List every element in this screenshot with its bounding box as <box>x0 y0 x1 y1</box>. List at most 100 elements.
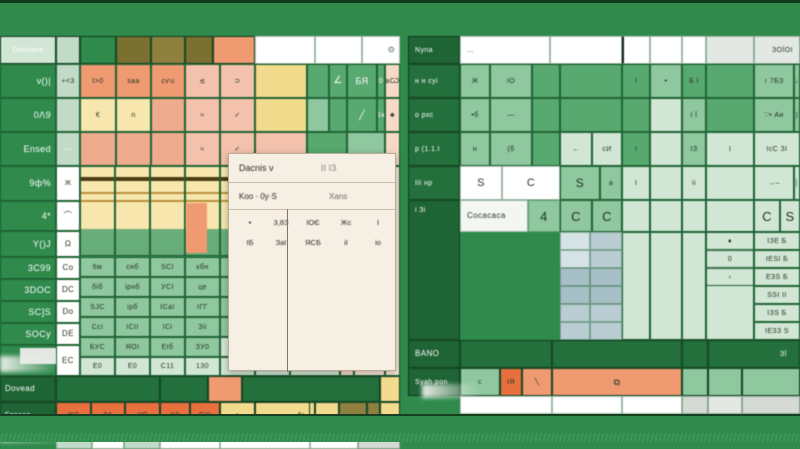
right-far-right-row-2[interactable]: ЕЗS Б <box>754 268 800 286</box>
right-header-cell-2[interactable] <box>550 36 622 64</box>
left-header-cell-4[interactable] <box>185 36 213 64</box>
right-blue-r4c1[interactable] <box>590 304 622 322</box>
right-row-header-3[interactable]: р (1.1.І <box>408 132 460 166</box>
right-r4c9[interactable]: →– <box>754 166 794 200</box>
right-r4c6[interactable] <box>650 166 682 200</box>
left-data-r3c0[interactable]: Cсі <box>80 317 115 337</box>
right-row-header-4[interactable]: ІіІ нр <box>408 166 460 200</box>
right-r4c8[interactable] <box>706 166 754 200</box>
overlay-left-r0c2[interactable]: ІОЄ <box>306 217 320 227</box>
overlay-left-r1c4[interactable]: іо <box>375 237 381 247</box>
left-data-r0c2[interactable]: SCІ <box>150 257 185 277</box>
right-table-panel[interactable]: Nyna … ЗOЇOІ н н суі Ж ІO І • Б І ≀ 7БЗ … <box>408 36 800 414</box>
right-r2c7[interactable]: І Ї <box>682 98 706 132</box>
right-r1c6[interactable]: • <box>650 64 682 98</box>
overlay-left-r0c4[interactable]: І <box>376 217 380 227</box>
left-data-r5c3[interactable]: 130 <box>185 357 220 376</box>
right-body-h-c[interactable] <box>682 200 706 232</box>
right-footer-top-c[interactable] <box>682 340 708 368</box>
left-row-header-9[interactable]: SC]S <box>0 301 56 323</box>
right-row-header-5[interactable]: і Зі <box>408 200 460 340</box>
left-cell-r1c3[interactable]: cѵu <box>151 64 185 98</box>
right-blue-r2c0[interactable] <box>560 268 590 286</box>
left-data-r0c1[interactable]: снб <box>115 257 150 277</box>
right-r3c7[interactable] <box>650 132 682 166</box>
left-strip-col-3[interactable] <box>150 166 185 256</box>
left-cell-r1c2[interactable]: saa <box>116 64 151 98</box>
right-r1c10[interactable]: ↓ <box>794 64 800 98</box>
right-far-right-row-3[interactable]: SSІ ІІ <box>754 286 800 304</box>
left-data-r4c0[interactable]: БУC <box>80 337 115 357</box>
right-r4c7[interactable]: іі <box>682 166 706 200</box>
right-r1c7[interactable]: Б І <box>682 64 706 98</box>
left-cell-r1c8[interactable]: БЯ <box>347 64 377 98</box>
left-header-gear-cell[interactable]: ⊙ <box>362 36 400 64</box>
left-data-r2c0[interactable]: SЈC <box>80 297 115 317</box>
right-r3c2[interactable]: (б <box>490 132 532 166</box>
left-row-header-8[interactable]: 3DOC <box>0 279 56 301</box>
left-overlay-popup[interactable]: Dacnis ν ІІ ІЗ Koo · 0у·S Xans • 3,8З ІО… <box>228 153 396 372</box>
right-popup-header-col-0[interactable]: C <box>560 200 592 232</box>
left-cell-r3c3[interactable] <box>151 132 185 166</box>
right-r2c1[interactable]: •б <box>460 98 490 132</box>
right-footer-cell-6[interactable] <box>742 368 800 396</box>
right-r3c8[interactable]: ІЗ <box>682 132 706 166</box>
right-filler-b[interactable] <box>650 232 682 340</box>
left-header-cell-3[interactable] <box>151 36 185 64</box>
left-data-r0c3[interactable]: кбн <box>185 257 220 277</box>
right-r3c9[interactable]: І <box>706 132 754 166</box>
left-row-header-0[interactable]: Overiane <box>0 36 56 64</box>
left-data-r5c0[interactable]: Е0 <box>80 357 115 376</box>
left-cell-r1c6[interactable] <box>255 64 307 98</box>
right-r1c1[interactable]: Ж <box>460 64 490 98</box>
left-cell-r2c10[interactable]: ♣ <box>385 98 400 132</box>
left-cell-r2c2[interactable]: n <box>116 98 151 132</box>
left-footer-yellow-chip[interactable] <box>380 376 400 402</box>
left-row-header-6[interactable]: Y()J <box>0 231 56 257</box>
right-blue-r3c1[interactable] <box>590 286 622 304</box>
right-body-h-b[interactable] <box>650 200 682 232</box>
left-cell-r2c6[interactable] <box>255 98 307 132</box>
right-far-right-header-0[interactable]: C <box>754 200 780 232</box>
right-header-cell-4[interactable] <box>650 36 682 64</box>
left-data-r3c1[interactable]: ІCІІ <box>115 317 150 337</box>
right-footer-cell-1[interactable]: ІЯ <box>500 368 522 396</box>
right-footer-top-a[interactable] <box>460 340 552 368</box>
right-blue-r2c1[interactable] <box>590 268 622 286</box>
left-footer-orange-chip[interactable] <box>208 376 242 402</box>
left-cell-r1c9[interactable]: 0 <box>377 64 385 98</box>
right-r2c3[interactable] <box>532 98 560 132</box>
left-header-cell-7[interactable] <box>315 36 362 64</box>
right-r1c2[interactable]: ІO <box>490 64 532 98</box>
overlay-left-r0c1[interactable]: 3,8З <box>273 217 289 227</box>
left-cell-r2c9[interactable]: Gж <box>377 98 385 132</box>
left-row-header-1[interactable]: ν()| <box>0 64 56 98</box>
right-footer-top-b[interactable] <box>552 340 682 368</box>
left-row-header-4[interactable]: 9ф% <box>0 166 56 201</box>
right-far-right-header-1[interactable]: S <box>780 200 800 232</box>
left-header-cell-5[interactable] <box>213 36 255 64</box>
right-footer-cell-4[interactable] <box>682 368 708 396</box>
left-header-cell-1[interactable] <box>80 36 116 64</box>
right-popup-header-glyph[interactable]: 4 <box>528 200 560 232</box>
left-cell-r2c4[interactable]: ≈ <box>185 98 220 132</box>
left-data-r2c3[interactable]: ІГГ <box>185 297 220 317</box>
right-far-right-row-1[interactable]: ІЕSІ Б <box>754 250 800 268</box>
right-blue-r3c0[interactable] <box>560 286 590 304</box>
left-header-cell-2[interactable] <box>116 36 151 64</box>
left-cell-r2c5[interactable]: ✓ <box>220 98 255 132</box>
left-data-r4c2[interactable]: ЕІб <box>150 337 185 357</box>
overlay-left-r1c3[interactable]: іІ <box>344 237 348 247</box>
right-r3c1[interactable]: н <box>460 132 490 166</box>
left-cell-r1c7[interactable] <box>307 64 329 98</box>
left-data-r3c2[interactable]: ICі <box>150 317 185 337</box>
right-header-cell-5[interactable] <box>682 36 706 64</box>
right-r3c3[interactable] <box>532 132 560 166</box>
right-r4c4[interactable]: а <box>600 166 622 200</box>
right-r4c1[interactable]: S <box>460 166 502 200</box>
left-strip-col-2[interactable] <box>115 166 150 256</box>
left-row-header-5[interactable]: 4* <box>0 201 56 231</box>
overlay-left-r0c3[interactable]: Жс <box>340 217 352 227</box>
right-blue-r5c1[interactable] <box>590 322 622 340</box>
right-row-header-1[interactable]: н н суі <box>408 64 460 98</box>
